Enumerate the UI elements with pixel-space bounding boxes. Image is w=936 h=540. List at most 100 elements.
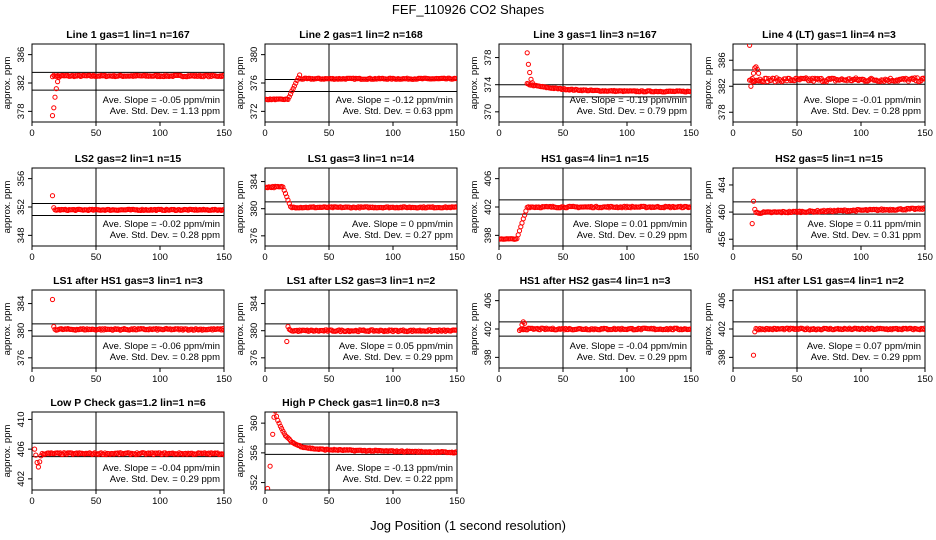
figure-title: FEF_110926 CO2 Shapes [391,2,545,17]
y-axis-label: approx. ppm [235,181,246,234]
y-tick-label: 360 [249,415,260,431]
x-tick-label: 100 [385,128,401,139]
data-series [747,44,925,89]
data-series [750,325,925,358]
slope-annotation: Ave. Slope = -0.13 ppm/min [336,463,453,474]
slope-annotation: Ave. Slope = 0.07 ppm/min [807,341,921,352]
slope-annotation: Ave. Slope = -0.12 ppm/min [336,95,453,106]
data-point [288,91,294,97]
y-tick-label: 376 [249,350,260,366]
y-tick-label: 460 [717,204,728,220]
y-tick-label: 378 [717,104,728,120]
data-point [756,70,762,76]
data-point [912,75,918,81]
std-dev-annotation: Ave. Std. Dev. = 0.79 ppm [577,106,687,117]
panel-title: Line 2 gas=1 lin=2 n=168 [299,29,423,41]
data-series [32,446,224,470]
y-tick-label: 376 [249,75,260,91]
data-point [55,79,61,85]
x-axis-title: Jog Position (1 second resolution) [370,518,566,533]
data-series [49,193,224,213]
data-point [51,324,57,330]
std-dev-annotation: Ave. Std. Dev. = 1.13 ppm [110,106,220,117]
x-tick-label: 150 [216,374,232,385]
y-tick-label: 406 [483,171,494,187]
panel-14: High P Check gas=1 lin=0.8 n=3 approx. pp… [235,397,465,507]
y-axis-label: approx. ppm [703,181,714,234]
std-dev-annotation: Ave. Std. Dev. = 0.63 ppm [343,106,453,117]
data-point [293,80,299,86]
panel-title: Line 1 gas=1 lin=1 n=167 [66,29,190,41]
panel-title: HS1 after HS2 gas=4 lin=1 n=3 [520,275,671,287]
x-tick-label: 100 [853,252,869,263]
data-point [271,414,277,420]
panel-title: Low P Check gas=1.2 lin=1 n=6 [50,397,205,409]
x-tick-label: 50 [324,252,335,263]
y-axis-label: approx. ppm [2,181,13,234]
x-tick-label: 0 [730,374,735,385]
x-tick-label: 50 [324,128,335,139]
plot-frame [264,167,458,247]
slope-annotation: Ave. Slope = -0.06 ppm/min [103,341,220,352]
data-point [747,44,753,48]
y-tick-label: 386 [717,52,728,68]
y-tick-label: 374 [483,77,494,93]
data-point [688,88,691,94]
data-point [279,425,285,432]
y-axis-label: approx. ppm [703,303,714,356]
data-series [265,183,457,211]
data-point [454,327,457,333]
data-point [520,319,526,325]
y-tick-label: 410 [16,411,27,427]
panel-title: LS2 gas=2 lin=1 n=15 [75,153,182,165]
data-series [524,50,691,95]
data-point [454,204,457,210]
y-axis-label: approx. ppm [235,57,246,110]
y-tick-label: 376 [16,350,27,366]
data-point [51,105,57,111]
y-axis-label: approx. ppm [469,57,480,110]
x-tick-label: 100 [619,252,635,263]
y-tick-label: 464 [717,177,728,193]
slope-annotation: Ave. Slope = -0.05 ppm/min [103,95,220,106]
data-point [275,417,281,424]
y-tick-label: 406 [483,293,494,309]
slope-annotation: Ave. Slope = -0.01 ppm/min [804,95,921,106]
x-tick-label: 0 [496,128,501,139]
y-tick-label: 378 [483,50,494,66]
x-tick-label: 50 [558,374,569,385]
x-tick-label: 0 [29,496,34,507]
x-tick-label: 50 [91,128,102,139]
y-axis-label: approx. ppm [2,57,13,110]
std-dev-annotation: Ave. Std. Dev. = 0.28 ppm [110,230,220,241]
plot-frame [732,43,926,123]
y-tick-label: 380 [249,201,260,217]
x-tick-label: 150 [216,496,232,507]
data-series [265,72,457,103]
x-tick-label: 150 [683,374,699,385]
data-point [752,65,758,71]
x-tick-label: 0 [496,374,501,385]
data-point [52,94,58,100]
panel-title: High P Check gas=1 lin=0.8 n=3 [282,397,440,409]
panel-title: LS1 after HS1 gas=3 lin=1 n=3 [53,275,203,287]
data-point [752,206,758,212]
data-point [265,485,271,490]
panel-title: HS1 gas=4 lin=1 n=15 [541,153,649,165]
x-tick-label: 100 [152,496,168,507]
y-tick-label: 384 [249,174,260,190]
panel-title: HS1 after LS1 gas=4 lin=1 n=2 [754,275,904,287]
data-point [922,327,925,333]
data-point [750,352,757,358]
slope-annotation: Ave. Slope = 0 ppm/min [352,219,453,230]
y-tick-label: 352 [249,475,260,491]
y-tick-label: 352 [16,199,27,215]
std-dev-annotation: Ave. Std. Dev. = 0.29 ppm [110,474,220,485]
y-tick-label: 406 [16,441,27,457]
data-point [221,327,224,333]
x-tick-label: 150 [917,374,933,385]
slope-annotation: Ave. Slope = -0.19 ppm/min [570,95,687,106]
x-tick-label: 100 [385,374,401,385]
